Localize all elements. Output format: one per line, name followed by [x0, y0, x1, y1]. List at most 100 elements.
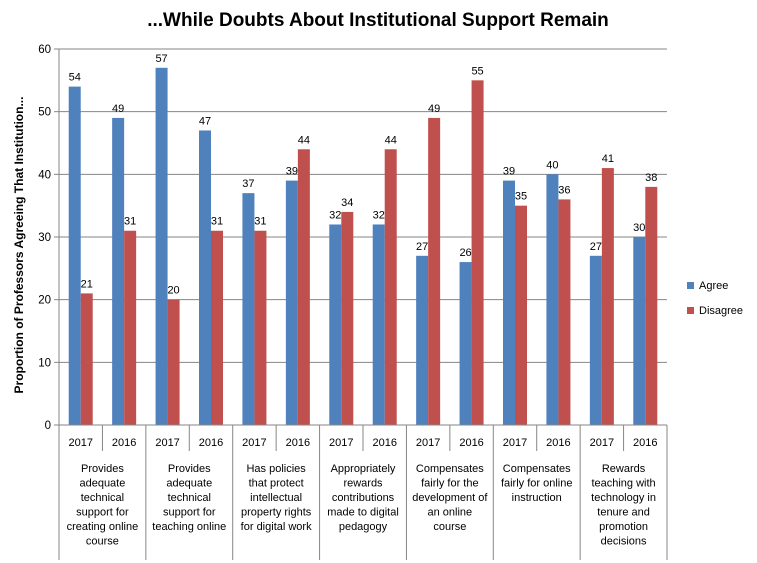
y-tick-label: 40 [38, 169, 51, 181]
data-label: 34 [341, 197, 353, 209]
group-label: teaching with [591, 478, 655, 490]
data-label: 30 [633, 222, 645, 234]
bar-agree [199, 130, 211, 425]
group-label: promotion [599, 521, 648, 533]
bar-agree [112, 117, 125, 425]
data-label: 54 [69, 72, 81, 84]
group-label: Provides [81, 463, 124, 475]
x-tick-label: 2017 [416, 437, 440, 449]
legend-swatch [687, 307, 694, 314]
bar-disagree [645, 186, 658, 425]
x-tick-label: 2016 [286, 437, 310, 449]
group-label: Compensates [416, 463, 484, 475]
data-label: 31 [211, 216, 223, 228]
data-label: 40 [546, 159, 558, 171]
data-label: 44 [298, 134, 310, 146]
group-label: Compensates [503, 463, 571, 475]
x-tick-label: 2016 [372, 437, 396, 449]
group-label: course [433, 521, 466, 533]
group-label: course [86, 536, 119, 548]
x-tick-label: 2017 [329, 437, 353, 449]
y-tick-label: 60 [38, 44, 51, 56]
bar-disagree [471, 80, 484, 425]
x-tick-label: 2016 [633, 437, 657, 449]
bar-agree [633, 237, 646, 425]
axes: 0 10 20 30 40 50 60 2017 2016 2017 2016 2017 2016 201… [38, 44, 668, 560]
bar-agree [372, 224, 385, 425]
data-label: 31 [124, 216, 136, 228]
y-tick-label: 0 [45, 420, 51, 432]
bar-disagree [80, 293, 93, 425]
x-tick-label: 2016 [199, 437, 223, 449]
data-label: 41 [602, 153, 614, 165]
group-label: intellectual [250, 492, 302, 504]
group-label: tenure and [597, 507, 650, 519]
group-label: an online [428, 507, 473, 519]
gridlines [59, 48, 667, 363]
bar-agree [68, 86, 81, 425]
data-label: 39 [286, 166, 298, 178]
data-label: 57 [155, 53, 167, 65]
data-label: 32 [329, 209, 341, 221]
data-label: 36 [558, 184, 570, 196]
bar-agree [242, 193, 255, 425]
group-label: development of [412, 492, 488, 504]
y-tick-label: 20 [38, 295, 51, 307]
group-label: rewards [343, 478, 383, 490]
data-label: 27 [416, 241, 428, 253]
y-tick-label: 50 [38, 107, 51, 119]
x-tick-label: 2017 [155, 437, 179, 449]
data-label: 35 [515, 191, 527, 203]
group-label: support for [76, 507, 129, 519]
data-label: 32 [373, 209, 385, 221]
group-label: instruction [512, 492, 562, 504]
data-label: 20 [167, 285, 179, 297]
legend-swatch [687, 282, 694, 289]
group-label: technical [81, 492, 124, 504]
group-label: technology in [591, 492, 656, 504]
bar-disagree [211, 230, 223, 425]
legend-label: Disagree [699, 305, 743, 317]
data-labels: 54 49 57 47 37 39 32 32 27 26 39 40 27 30 21 31 20 31 31 44… [69, 53, 658, 297]
data-label: 49 [428, 103, 440, 115]
bar-disagree [558, 199, 571, 425]
bar-agree [155, 67, 168, 426]
bar-disagree [124, 230, 137, 425]
data-label: 49 [112, 103, 124, 115]
x-tick-label: 2017 [242, 437, 266, 449]
group-label: fairly for the [421, 478, 478, 490]
legend: Agree Disagree [687, 280, 743, 317]
x-tick-label: 2017 [503, 437, 527, 449]
group-label: decisions [601, 536, 647, 548]
data-label: 44 [385, 134, 397, 146]
bar-disagree [341, 211, 354, 425]
bar-disagree [601, 168, 614, 426]
group-label: Rewards [602, 463, 646, 475]
data-label: 27 [590, 241, 602, 253]
group-label: adequate [79, 478, 125, 490]
group-label: contributions [332, 492, 395, 504]
y-axis-label: Proportion of Professors Agreeing That I… [12, 97, 26, 394]
group-label: made to digital [327, 507, 399, 519]
x-tick-label: 2017 [590, 437, 614, 449]
x-tick-label: 2016 [112, 437, 136, 449]
data-label: 55 [471, 65, 483, 77]
x-tick-label: 2017 [68, 437, 92, 449]
data-label: 26 [459, 247, 471, 259]
group-label: support for [163, 507, 216, 519]
bar-agree [546, 174, 559, 425]
group-label: Provides [168, 463, 211, 475]
group-label: property rights [241, 507, 312, 519]
bar-disagree [384, 149, 397, 425]
bar-agree [503, 180, 515, 425]
bar-disagree [167, 299, 180, 425]
data-label: 31 [254, 216, 266, 228]
bar-agree [416, 255, 429, 425]
chart-title: ...While Doubts About Institutional Supp… [147, 10, 609, 31]
bar-agree [285, 180, 298, 425]
group-label: creating online [67, 521, 139, 533]
group-label: Appropriately [331, 463, 396, 475]
group-label: for digital work [241, 521, 312, 533]
y-tick-label: 10 [38, 357, 51, 369]
